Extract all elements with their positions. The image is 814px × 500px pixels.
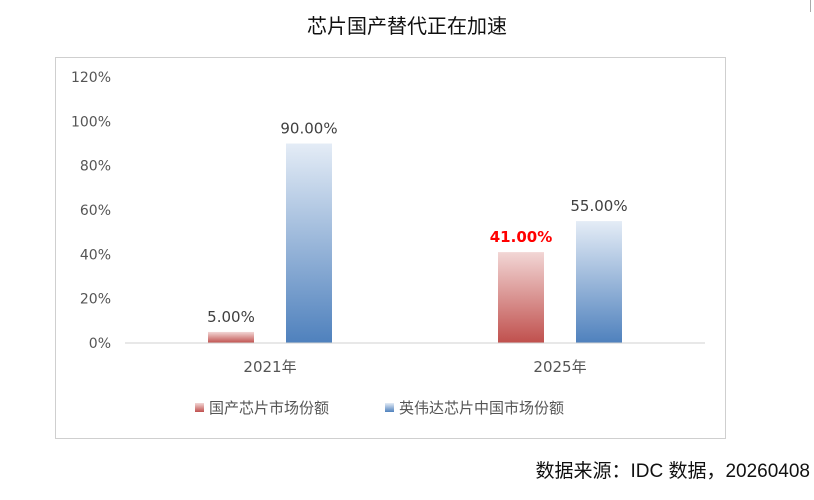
legend-swatch [385,403,394,412]
y-tick-label: 100% [71,114,111,130]
source-note: 数据来源：IDC 数据，20260408 [535,461,810,482]
legend-label: 英伟达芯片中国市场份额 [399,399,564,417]
legend-label: 国产芯片市场份额 [209,399,329,417]
chart-title: 芯片国产替代正在加速 [307,14,507,38]
x-category-label: 2025年 [533,358,586,376]
bar-domestic-1 [498,252,544,343]
edge-mark [810,0,811,12]
data-label: 55.00% [570,197,627,215]
y-tick-label: 120% [71,70,111,86]
y-tick-label: 0% [89,336,111,352]
bar-nvidia-1 [576,221,622,343]
y-tick-label: 80% [80,159,111,175]
bar-domestic-0 [208,331,254,343]
x-category-label: 2021年 [243,358,296,376]
data-label: 90.00% [280,120,337,138]
bar-nvidia-0 [286,143,332,343]
y-tick-label: 60% [80,203,111,219]
data-label: 5.00% [207,308,255,326]
legend-swatch [195,403,204,412]
y-tick-label: 20% [80,292,111,308]
data-label: 41.00% [490,228,552,246]
y-tick-label: 40% [80,247,111,263]
